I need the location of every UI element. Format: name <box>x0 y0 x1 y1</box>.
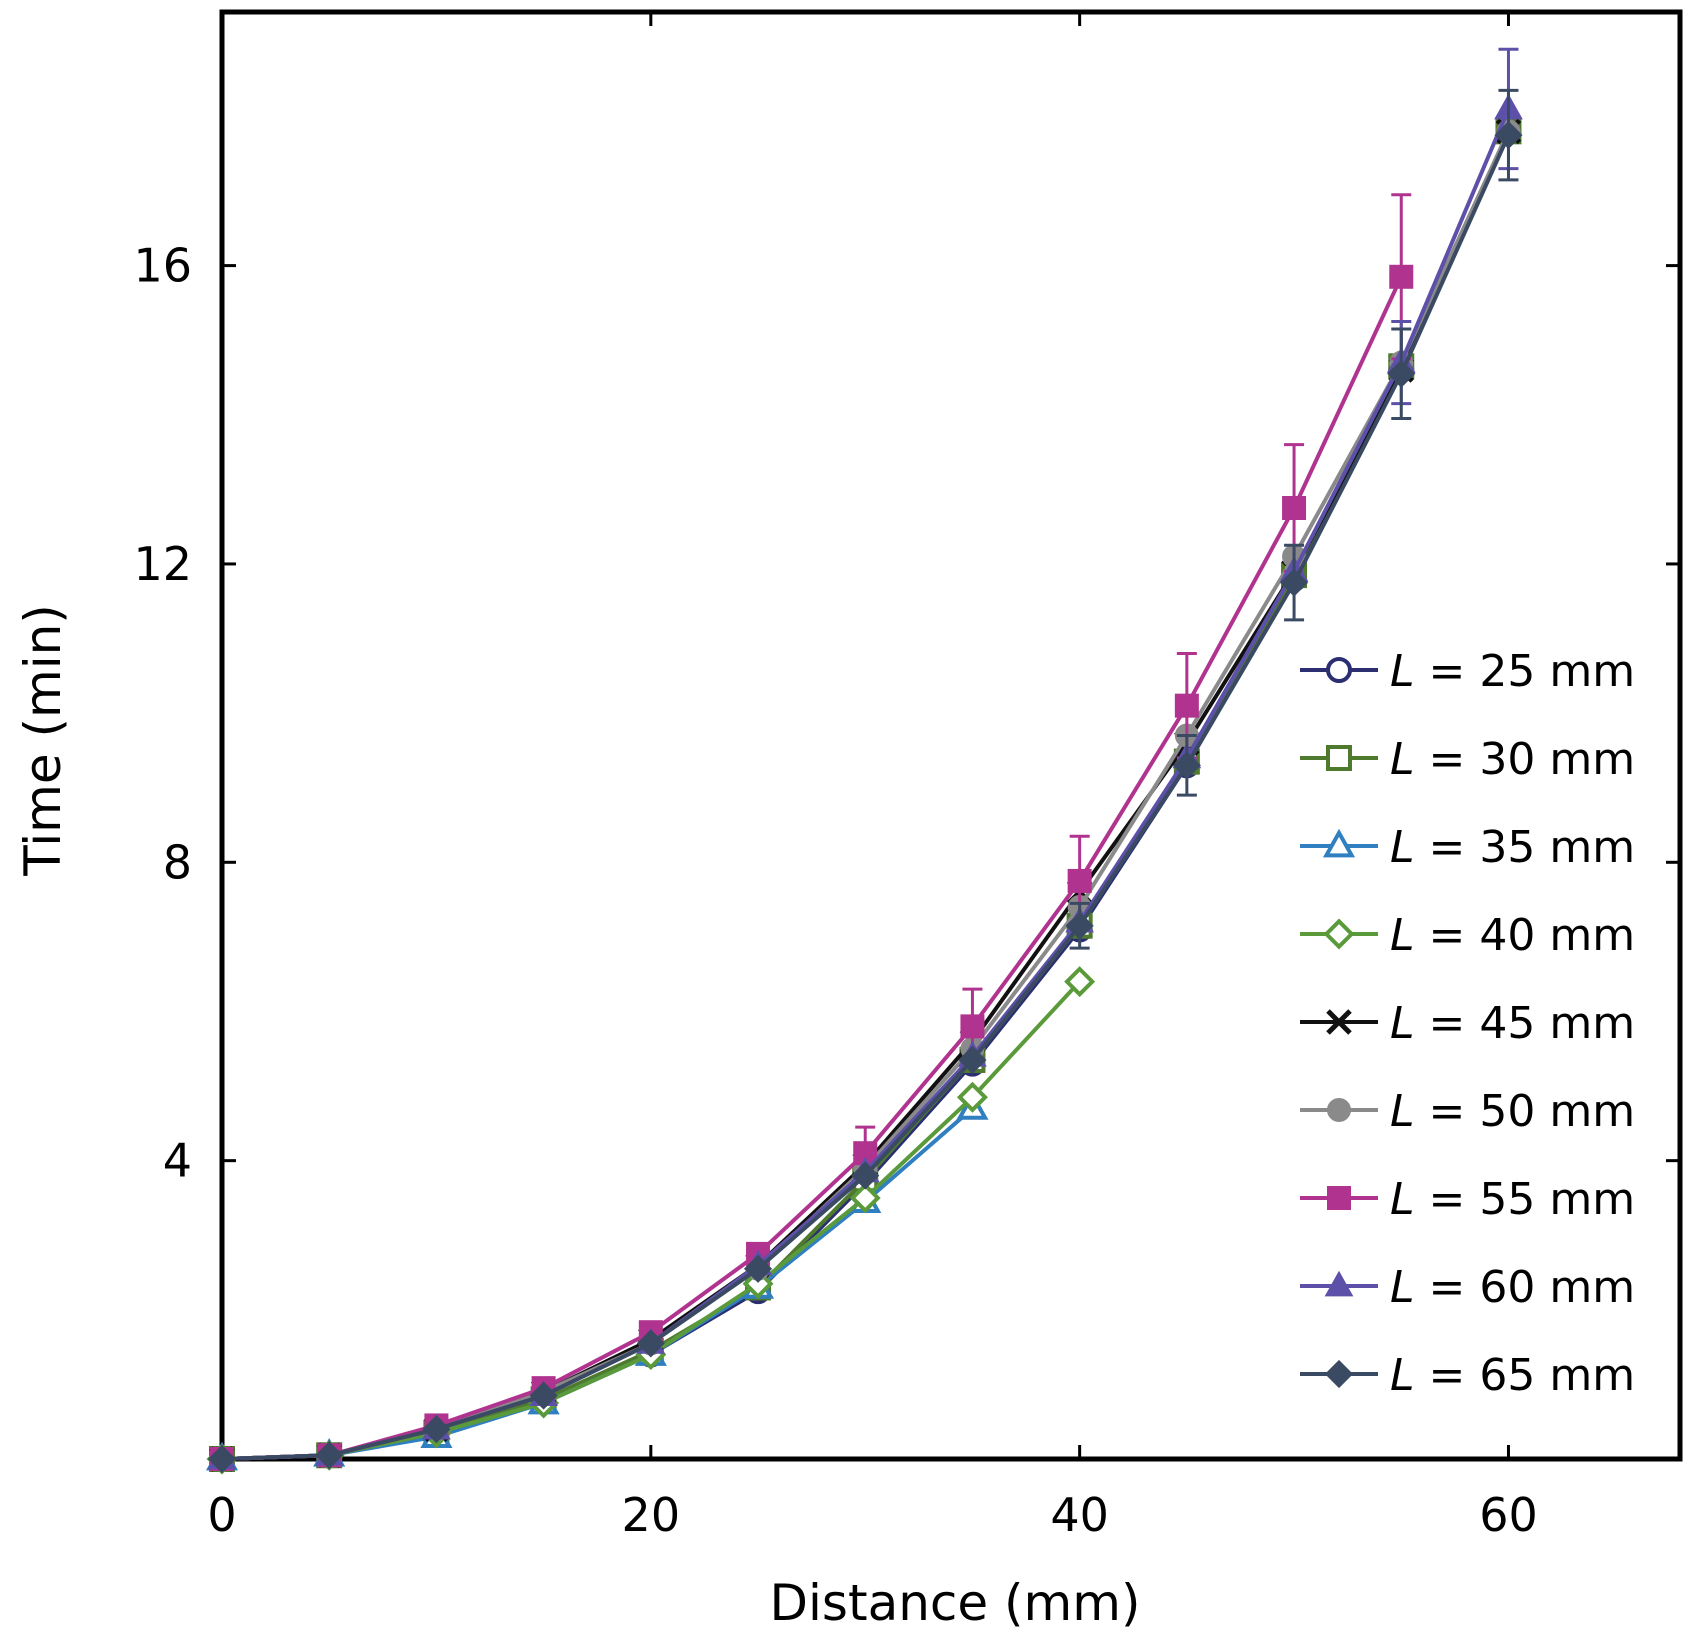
legend-marker <box>1324 1270 1354 1297</box>
y-axis-label: Time (min) <box>14 604 72 877</box>
legend-marker-stroke <box>1326 1009 1352 1035</box>
data-point <box>1065 911 1094 940</box>
legend-value: = 65 mm <box>1415 1350 1636 1401</box>
data-point <box>1494 121 1523 150</box>
data-point <box>742 1268 774 1300</box>
legend-symbol: L <box>1390 822 1415 873</box>
legend-marker <box>1327 1186 1351 1210</box>
legend-item: L = 40 mm <box>1300 910 1635 961</box>
data-point <box>207 1444 237 1474</box>
legend-marker <box>1326 657 1352 683</box>
legend: L = 25 mmL = 30 mmL = 35 mmL = 40 mmL = … <box>1300 646 1635 1401</box>
legend-item: L = 25 mm <box>1300 646 1635 697</box>
axis-ticks: 0 20 40 60 4 8 12 16 <box>133 12 1680 1542</box>
data-point <box>1067 868 1092 893</box>
data-point <box>1389 264 1414 289</box>
legend-value: = 30 mm <box>1415 734 1636 785</box>
legend-marker <box>1327 1098 1351 1122</box>
legend-item: L = 65 mm <box>1300 1350 1635 1401</box>
legend-symbol: L <box>1390 646 1415 697</box>
legend-symbol: L <box>1390 734 1415 785</box>
legend-label: L = 40 mm <box>1390 910 1635 961</box>
data-point <box>1282 496 1307 521</box>
plot-border <box>219 9 1683 1462</box>
legend-label: L = 25 mm <box>1390 646 1635 697</box>
data-point <box>743 1254 773 1283</box>
legend-marker <box>1326 745 1352 771</box>
legend-item: L = 45 mm <box>1300 998 1635 1049</box>
legend-value: = 60 mm <box>1415 1262 1636 1313</box>
legend-label: L = 60 mm <box>1390 1262 1635 1313</box>
series-40mm <box>206 966 1096 1475</box>
legend-label: L = 45 mm <box>1390 998 1635 1049</box>
legend-label: L = 30 mm <box>1390 734 1635 785</box>
legend-value: = 40 mm <box>1415 910 1636 961</box>
data-point <box>636 1329 665 1358</box>
legend-label: L = 35 mm <box>1390 822 1635 873</box>
legend-label: L = 65 mm <box>1390 1350 1635 1401</box>
series-65mm <box>207 88 1523 1474</box>
legend-value: = 50 mm <box>1415 1086 1636 1137</box>
data-point <box>422 1415 451 1444</box>
legend-marker <box>1326 1009 1352 1035</box>
legend-symbol: L <box>1390 1086 1415 1137</box>
x-tick-label: 40 <box>1050 1488 1109 1542</box>
series-45mm <box>209 118 1522 1472</box>
data-point <box>529 1381 558 1410</box>
data-point <box>1064 966 1096 998</box>
data-point <box>315 1441 344 1470</box>
legend-label: L = 50 mm <box>1390 1086 1635 1137</box>
data-point <box>960 1014 985 1039</box>
legend-symbol: L <box>1390 910 1415 961</box>
series-25mm <box>209 118 1522 1472</box>
x-tick-label: 60 <box>1479 1488 1538 1542</box>
legend-item: L = 55 mm <box>1300 1174 1635 1225</box>
data-point <box>1387 359 1416 388</box>
legend-item: L = 30 mm <box>1300 734 1635 785</box>
series-30mm <box>209 118 1522 1472</box>
data-point <box>956 1081 988 1113</box>
series-line <box>221 130 1511 1461</box>
series-line <box>221 108 1511 1461</box>
x-tick-label: 20 <box>622 1488 681 1542</box>
legend-symbol: L <box>1390 1174 1415 1225</box>
series-line <box>221 134 1511 1461</box>
x-tick-label: 0 <box>207 1488 236 1542</box>
legend-marker <box>1322 828 1356 858</box>
legend-item: L = 60 mm <box>1300 1262 1635 1313</box>
legend-marker <box>1323 918 1355 950</box>
series-line <box>221 130 1511 1461</box>
legend-value: = 35 mm <box>1415 822 1636 873</box>
legend-value: = 45 mm <box>1415 998 1636 1049</box>
data-point <box>1172 751 1201 780</box>
plot-frame <box>219 9 1683 1462</box>
data-point <box>851 1161 880 1190</box>
x-axis-label: Distance (mm) <box>770 1574 1141 1632</box>
legend-item: L = 50 mm <box>1300 1086 1635 1137</box>
series-layer <box>205 47 1523 1475</box>
data-point <box>849 1182 881 1214</box>
legend-symbol: L <box>1390 998 1415 1049</box>
series-50mm <box>210 119 1521 1471</box>
data-point <box>1174 693 1199 718</box>
legend-symbol: L <box>1390 1350 1415 1401</box>
series-line <box>221 130 1511 1461</box>
legend-value: = 25 mm <box>1415 646 1636 697</box>
series-55mm <box>210 193 1414 1471</box>
y-tick-label: 16 <box>133 239 192 293</box>
series-line <box>221 130 1511 1461</box>
legend-item: L = 35 mm <box>1300 822 1635 873</box>
series-line <box>221 275 1404 1461</box>
legend-marker <box>1324 1359 1354 1389</box>
y-tick-label: 4 <box>163 1134 192 1188</box>
legend-value: = 55 mm <box>1415 1174 1636 1225</box>
data-point <box>1279 568 1309 597</box>
data-point <box>958 1045 987 1075</box>
y-tick-label: 8 <box>163 835 192 889</box>
legend-symbol: L <box>1390 1262 1415 1313</box>
legend-label: L = 55 mm <box>1390 1174 1635 1225</box>
y-tick-label: 12 <box>133 537 192 591</box>
